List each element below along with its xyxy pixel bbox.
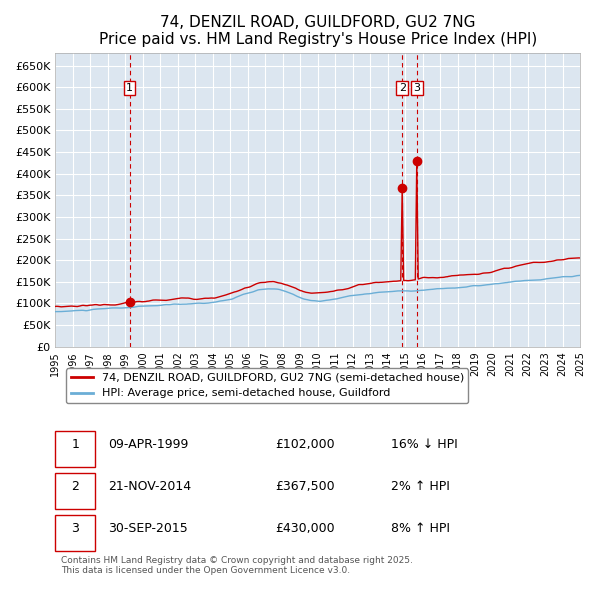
Text: £430,000: £430,000 xyxy=(276,522,335,535)
Text: 3: 3 xyxy=(413,83,420,93)
Text: 16% ↓ HPI: 16% ↓ HPI xyxy=(391,438,458,451)
Title: 74, DENZIL ROAD, GUILDFORD, GU2 7NG
Price paid vs. HM Land Registry's House Pric: 74, DENZIL ROAD, GUILDFORD, GU2 7NG Pric… xyxy=(98,15,537,47)
Legend: 74, DENZIL ROAD, GUILDFORD, GU2 7NG (semi-detached house), HPI: Average price, s: 74, DENZIL ROAD, GUILDFORD, GU2 7NG (sem… xyxy=(66,369,469,403)
FancyBboxPatch shape xyxy=(55,473,95,509)
Text: Contains HM Land Registry data © Crown copyright and database right 2025.
This d: Contains HM Land Registry data © Crown c… xyxy=(61,556,412,575)
FancyBboxPatch shape xyxy=(55,515,95,551)
Text: 2: 2 xyxy=(398,83,406,93)
Text: 3: 3 xyxy=(71,522,79,535)
Text: 1: 1 xyxy=(71,438,79,451)
Text: 1: 1 xyxy=(126,83,133,93)
Text: 2: 2 xyxy=(71,480,79,493)
Text: 2% ↑ HPI: 2% ↑ HPI xyxy=(391,480,450,493)
FancyBboxPatch shape xyxy=(55,431,95,467)
Text: £102,000: £102,000 xyxy=(276,438,335,451)
Text: 21-NOV-2014: 21-NOV-2014 xyxy=(108,480,191,493)
Text: 8% ↑ HPI: 8% ↑ HPI xyxy=(391,522,450,535)
Text: 09-APR-1999: 09-APR-1999 xyxy=(108,438,188,451)
Text: £367,500: £367,500 xyxy=(276,480,335,493)
Text: 30-SEP-2015: 30-SEP-2015 xyxy=(108,522,188,535)
